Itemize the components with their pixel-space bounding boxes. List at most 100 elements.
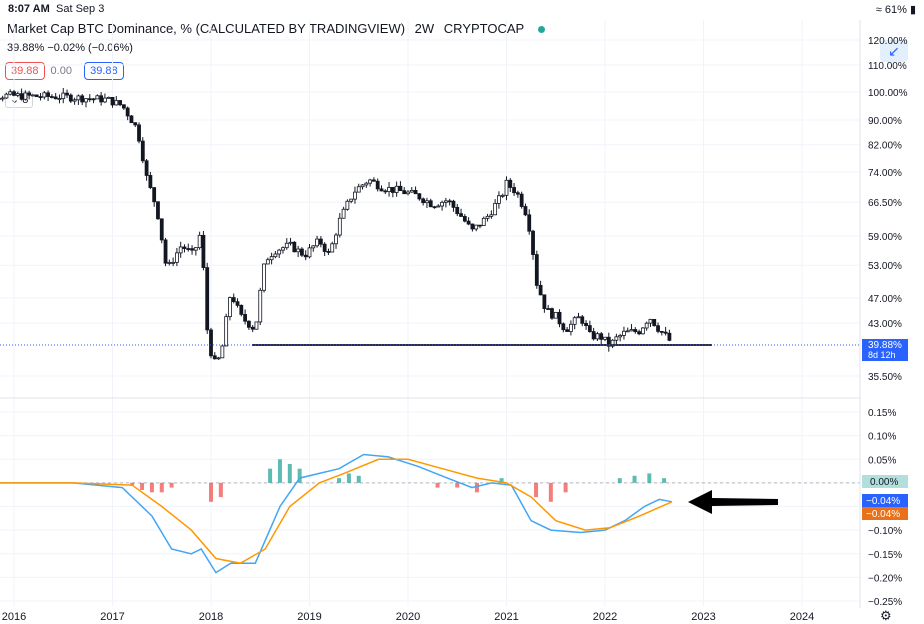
histogram-bar [617, 478, 622, 483]
candle-body [425, 200, 429, 204]
candle-body [606, 336, 611, 347]
candle-body [133, 122, 138, 126]
histogram-bar [662, 478, 667, 483]
candle-body [84, 98, 88, 103]
price-boxes: 39.88 0.00 39.88 [5, 62, 130, 80]
candle-body [432, 206, 437, 209]
candle-body [15, 93, 20, 96]
signal-line [0, 458, 673, 564]
candle-body [531, 230, 535, 255]
candle-body [648, 318, 653, 324]
histogram-bar [346, 473, 351, 483]
candle-body [390, 187, 395, 193]
candle-body [656, 325, 660, 332]
candle-body [178, 246, 183, 254]
candle-body [478, 224, 482, 227]
candle-body [152, 187, 157, 203]
candle-body [523, 206, 528, 216]
candle-body [144, 160, 149, 176]
candle-body [534, 254, 539, 286]
candle-body [580, 316, 585, 324]
candle-body [353, 191, 357, 200]
candle-body [322, 243, 327, 252]
candle-body [326, 251, 331, 253]
candle-body [493, 202, 498, 216]
candle-body [246, 320, 251, 328]
macd-tick-label: −0.15% [868, 550, 902, 561]
collapse-expand-icon[interactable]: ↙ [880, 40, 908, 62]
candle-body [659, 330, 664, 333]
price-tick-label: 53.00% [868, 261, 902, 272]
histogram-bar [647, 473, 652, 483]
candle-body [599, 333, 604, 340]
histogram-bar [455, 482, 460, 488]
settings-gear-icon[interactable]: ⚙ [880, 608, 892, 623]
candle-body [315, 238, 319, 247]
candle-body [121, 104, 126, 109]
status-right: ≈ 61% ▮ [876, 3, 916, 16]
exchange-label[interactable]: CRYPTOCAP [443, 21, 524, 36]
signal-value: −0.04% [866, 509, 900, 520]
macd-tick-label: −0.20% [868, 573, 902, 584]
candle-body [584, 322, 588, 327]
histogram-bar [287, 463, 292, 483]
candle-body [303, 254, 308, 258]
status-bar: 8:07 AM Sat Sep 3 ≈ 61% ▮ [0, 0, 924, 20]
candle-body [76, 95, 81, 101]
candle-body [637, 331, 641, 335]
price-tick-label: 35.50% [868, 372, 902, 383]
price-tick-label: 100.00% [868, 88, 908, 99]
histogram-bar [474, 482, 479, 493]
candle-body [307, 247, 312, 258]
buy-button[interactable]: 39.88 [84, 62, 124, 80]
time-tick-label: 2019 [297, 611, 321, 623]
time-tick-label: 2017 [100, 611, 124, 623]
macd-badge [862, 494, 908, 507]
candle-body [550, 308, 554, 319]
candle-body [53, 96, 58, 100]
macd-tick-label: 0.10% [868, 432, 896, 443]
candle-body [663, 331, 668, 334]
price-tick-label: 90.00% [868, 116, 902, 127]
candle-body [175, 252, 179, 263]
histogram-bar [534, 482, 539, 498]
candle-body [311, 245, 316, 249]
macd-tick-label: 0.15% [868, 408, 896, 419]
candle-body [23, 92, 28, 100]
candle-body [512, 187, 516, 194]
sell-button[interactable]: 39.88 [5, 62, 45, 80]
candle-body [163, 239, 168, 264]
candle-body [190, 248, 194, 251]
candle-body [470, 223, 475, 230]
candle-body [667, 332, 672, 341]
candle-body [87, 98, 92, 101]
candle-body [572, 317, 577, 325]
candle-body [186, 248, 191, 250]
price-tick-label: 66.50% [868, 198, 902, 209]
candle-body [159, 218, 164, 241]
candle-body [114, 100, 119, 106]
candle-body [258, 289, 263, 323]
candle-body [443, 200, 448, 203]
candle-body [19, 93, 24, 100]
candle-body [561, 323, 566, 331]
candle-body [519, 193, 524, 207]
candle-body [182, 246, 187, 249]
candle-body [31, 94, 35, 97]
candle-body [235, 301, 240, 306]
symbol-title[interactable]: Market Cap BTC Dominance, % (CALCULATED … [7, 21, 406, 36]
histogram-bar [435, 482, 440, 488]
time-axis-labels: 2016 2017 2018 2019 2020 2021 2022 2023 2024 [2, 611, 814, 623]
candle-body [440, 201, 444, 207]
candle-body [80, 95, 85, 103]
candle-body [640, 327, 645, 335]
candle-body [167, 262, 172, 264]
candle-body [489, 214, 494, 217]
time-tick-label: 2016 [2, 611, 26, 623]
candle-body [576, 316, 581, 319]
macd-tick-label: −0.25% [868, 597, 902, 608]
candle-body [193, 247, 198, 251]
interval-label[interactable]: 2W [414, 21, 435, 36]
candle-body [0, 97, 5, 100]
